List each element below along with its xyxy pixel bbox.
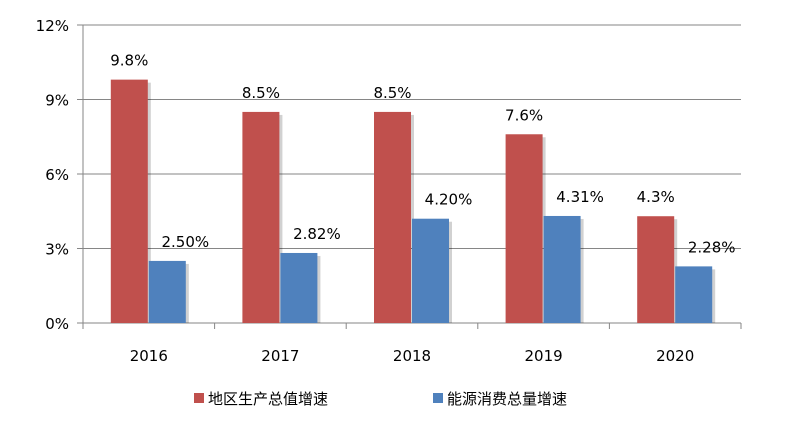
data-label: 2.28% xyxy=(688,238,736,256)
legend-swatch xyxy=(194,393,204,403)
data-label: 4.20% xyxy=(425,191,473,209)
axes: 0% 3% 6% 9% 12% 2016 2017 2018 2019 2020 xyxy=(36,17,742,365)
data-label: 2.50% xyxy=(161,233,209,251)
bar-energy xyxy=(675,266,713,323)
bar-gdp xyxy=(637,216,675,323)
y-tick-label: 6% xyxy=(45,166,69,184)
data-label: 2.82% xyxy=(293,225,341,243)
bar-energy xyxy=(148,260,186,323)
data-label: 4.3% xyxy=(637,188,675,206)
bar-gdp xyxy=(505,134,543,323)
y-tick-label: 12% xyxy=(36,17,69,35)
legend-swatch xyxy=(433,393,443,403)
x-tick-label: 2019 xyxy=(525,347,563,365)
data-label: 7.6% xyxy=(505,106,543,124)
legend: 地区生产总值增速 能源消费总量增速 xyxy=(194,390,567,408)
bar-energy xyxy=(280,252,318,323)
data-labels: 9.8% 8.5% 8.5% 7.6% 4.3% 2.50% 2.82% 4.20% 4.31%… xyxy=(110,52,735,257)
bar-energy xyxy=(412,218,449,323)
data-label: 4.31% xyxy=(556,188,604,206)
x-tick-label: 2016 xyxy=(130,347,168,365)
legend-label: 能源消费总量增速 xyxy=(447,390,567,408)
x-tick-label: 2020 xyxy=(656,347,694,365)
y-tick-label: 0% xyxy=(45,315,69,333)
bar-energy xyxy=(543,215,581,323)
data-label: 8.5% xyxy=(373,84,411,102)
y-tick-label: 9% xyxy=(45,92,69,110)
data-label: 9.8% xyxy=(110,52,148,70)
x-tick-label: 2017 xyxy=(261,347,299,365)
y-tick-label: 3% xyxy=(45,241,69,259)
bar-gdp xyxy=(242,111,280,324)
data-label: 8.5% xyxy=(242,84,280,102)
bars xyxy=(110,79,716,324)
bar-gdp xyxy=(110,79,148,323)
bar-gdp xyxy=(374,111,411,324)
x-tick-label: 2018 xyxy=(393,347,431,365)
legend-label: 地区生产总值增速 xyxy=(208,390,328,408)
